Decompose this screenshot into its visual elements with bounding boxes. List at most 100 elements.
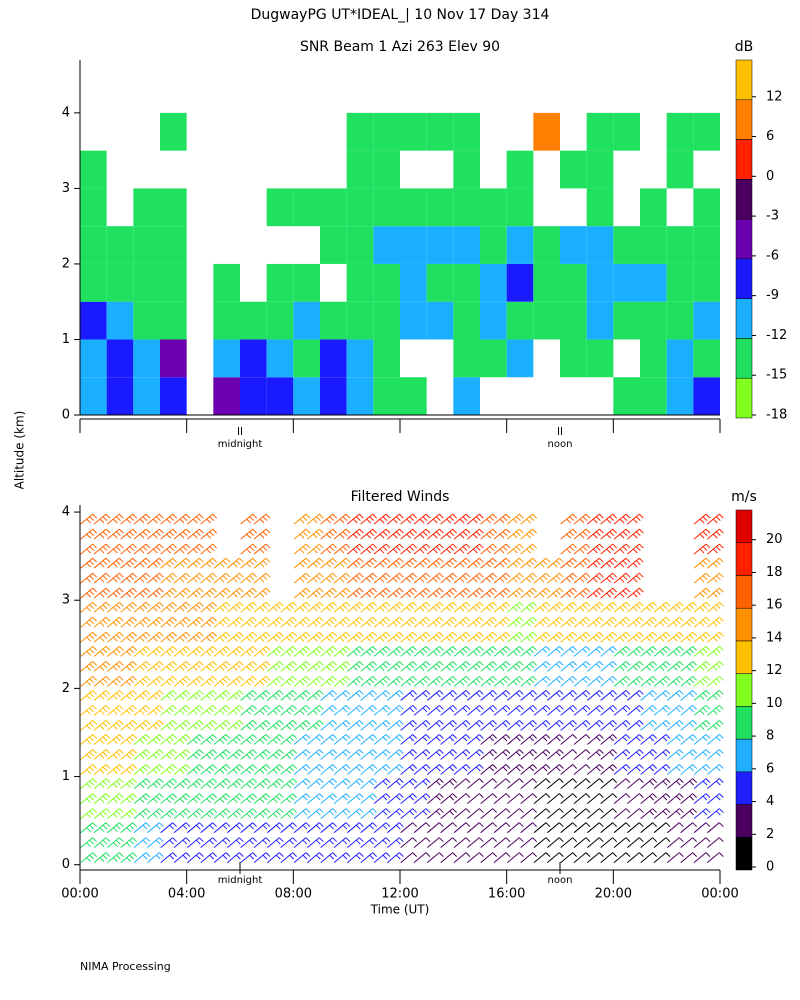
wind-barbs	[667, 822, 698, 864]
snr-cell	[106, 226, 134, 264]
snr-cell	[106, 263, 134, 302]
wind-barbs	[293, 822, 324, 864]
wind-barbs	[293, 601, 324, 643]
snr-cell	[506, 263, 534, 302]
colorbar-box	[735, 738, 753, 773]
wind-barbs	[400, 690, 431, 731]
snr-cell	[693, 263, 720, 302]
wind-barbs	[480, 601, 511, 643]
snr-cell	[453, 263, 480, 302]
wind-barbs	[80, 557, 111, 599]
wind-barbs	[373, 645, 404, 687]
wind-barbs	[133, 734, 164, 775]
snr-cell	[373, 301, 400, 340]
annotation: midnight	[218, 439, 263, 450]
snr-cell	[560, 301, 587, 340]
wind-barbs	[480, 822, 511, 864]
snr-cell	[693, 188, 720, 227]
snr-cell	[293, 377, 320, 415]
snr-cell	[453, 377, 480, 415]
snr-cell	[133, 377, 160, 415]
x-axis-label: Time (UT)	[370, 903, 430, 917]
colorbar-box	[735, 837, 753, 871]
wind-barbs	[107, 690, 138, 731]
wind-barbs	[320, 557, 351, 599]
snr-cell	[80, 263, 107, 302]
wind-barbs	[267, 690, 298, 731]
snr-cell	[666, 339, 694, 378]
snr-cell	[266, 339, 294, 378]
snr-cell	[640, 263, 667, 302]
snr-cell	[506, 188, 534, 227]
wind-barbs	[347, 513, 378, 555]
wind-barbs	[427, 734, 458, 775]
snr-cell	[133, 188, 160, 227]
colorbar-tick-label: 12	[766, 89, 783, 104]
wind-barbs	[213, 734, 244, 775]
snr-cell	[533, 301, 560, 340]
wind-barbs	[400, 557, 431, 599]
wind-barbs	[187, 513, 218, 555]
snr-cell	[213, 263, 240, 302]
wind-barbs	[240, 601, 271, 643]
wind-barbs	[267, 734, 298, 775]
snr-cell	[346, 339, 374, 378]
snr-cell	[453, 112, 480, 151]
wind-barbs	[587, 513, 618, 555]
snr-cell	[106, 377, 134, 415]
wind-barbs	[640, 822, 671, 864]
snr-cell	[400, 301, 427, 340]
wind-barbs	[160, 778, 191, 819]
wind-barbs	[613, 513, 644, 555]
wind-barbs	[427, 645, 458, 687]
snr-cell	[160, 377, 187, 415]
wind-barbs	[453, 778, 484, 819]
colorbar-box	[735, 542, 753, 576]
wind-barbs	[133, 645, 164, 687]
x-tick-label: 00:00	[61, 887, 98, 902]
colorbar-box	[735, 673, 753, 707]
wind-barbs	[587, 645, 618, 687]
snr-cell	[533, 226, 560, 264]
snr-cell	[453, 339, 480, 378]
wind-barbs	[533, 557, 564, 599]
x-tick-label: 20:00	[595, 887, 632, 902]
colorbar-tick-label: -9	[766, 288, 779, 303]
wind-barbs	[107, 557, 138, 599]
colorbar-box	[735, 218, 753, 260]
wind-barbs	[347, 645, 378, 687]
wind-barbs	[693, 513, 724, 555]
wind-barbs	[453, 557, 484, 599]
wind-barbs	[560, 734, 591, 775]
snr-cell	[560, 263, 587, 302]
wind-barbs	[240, 645, 271, 687]
snr-cell	[106, 301, 134, 340]
wind-barbs	[187, 822, 218, 864]
wind-barbs	[453, 513, 484, 555]
wind-barbs	[613, 822, 644, 864]
snr-cell	[560, 150, 587, 189]
wind-barbs	[640, 601, 671, 643]
snr-cell	[400, 226, 427, 264]
footer: NIMA Processing	[80, 960, 171, 973]
panel-title: SNR Beam 1 Azi 263 Elev 90	[300, 39, 500, 55]
wind-barbs	[667, 734, 698, 775]
wind-barbs	[560, 690, 591, 731]
colorbar-box	[735, 258, 753, 299]
wind-barbs	[667, 778, 698, 819]
snr-cell	[506, 301, 534, 340]
wind-barbs	[560, 601, 591, 643]
wind-barbs	[587, 734, 618, 775]
wind-barbs	[400, 734, 431, 775]
snr-cell	[640, 301, 667, 340]
wind-barbs	[480, 734, 511, 775]
wind-barbs	[160, 690, 191, 731]
wind-barbs	[400, 778, 431, 819]
colorbar-tick-label: 10	[766, 696, 783, 711]
wind-barbs	[640, 690, 671, 731]
wind-barbs	[107, 513, 138, 555]
wind-barbs	[160, 513, 191, 555]
wind-barbs	[80, 513, 111, 555]
y-tick-label: 0	[62, 857, 70, 872]
snr-cell	[666, 301, 694, 340]
